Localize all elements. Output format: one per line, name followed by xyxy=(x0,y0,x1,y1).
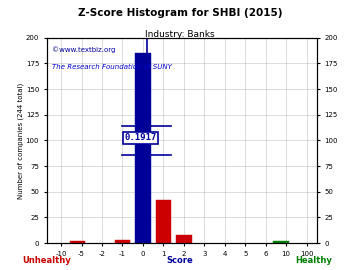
Y-axis label: Number of companies (244 total): Number of companies (244 total) xyxy=(18,82,24,198)
Text: Industry: Banks: Industry: Banks xyxy=(145,30,215,39)
Bar xyxy=(273,241,289,243)
Bar xyxy=(115,240,130,243)
Text: ©www.textbiz.org: ©www.textbiz.org xyxy=(52,46,116,53)
Text: The Research Foundation of SUNY: The Research Foundation of SUNY xyxy=(52,65,172,70)
Text: Z-Score Histogram for SHBI (2015): Z-Score Histogram for SHBI (2015) xyxy=(78,8,282,18)
Bar xyxy=(70,241,85,243)
Bar xyxy=(176,235,192,243)
Text: Unhealthy: Unhealthy xyxy=(22,256,71,265)
Text: Healthy: Healthy xyxy=(295,256,332,265)
Text: 0.1917: 0.1917 xyxy=(125,133,157,142)
Bar xyxy=(135,53,150,243)
Text: Score: Score xyxy=(167,256,193,265)
Bar xyxy=(156,200,171,243)
